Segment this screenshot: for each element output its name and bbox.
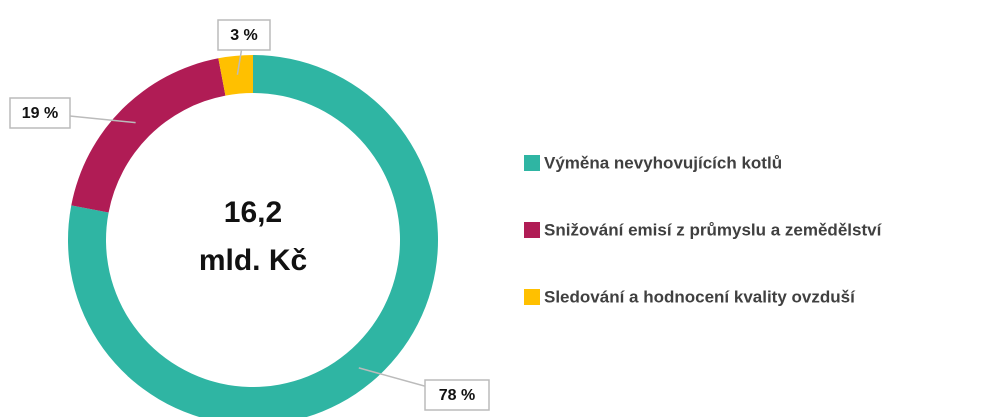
legend-swatch — [524, 222, 540, 238]
legend-label: Sledování a hodnocení kvality ovzduší — [544, 287, 856, 306]
label-box — [9, 97, 71, 129]
donut-slice — [218, 55, 253, 96]
legend-label: Snižování emisí z průmyslu a zemědělství — [544, 220, 883, 239]
legend-label: Výměna nevyhovujících kotlů — [544, 153, 782, 172]
data-label: 78 % — [439, 387, 475, 404]
label-box — [424, 379, 490, 411]
data-label: 3 % — [230, 27, 258, 44]
donut-slice — [71, 58, 226, 213]
center-value: 16,2 — [224, 196, 282, 229]
legend-swatch — [524, 155, 540, 171]
legend-swatch — [524, 289, 540, 305]
center-unit: mld. Kč — [199, 244, 307, 277]
data-label: 19 % — [22, 105, 58, 122]
label-box — [217, 19, 271, 51]
